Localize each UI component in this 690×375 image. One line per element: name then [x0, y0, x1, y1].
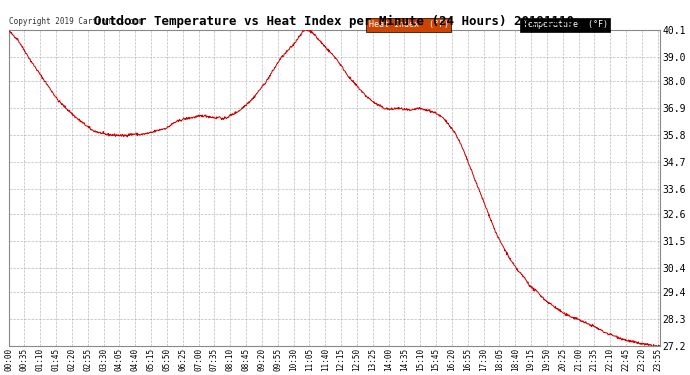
- Title: Outdoor Temperature vs Heat Index per Minute (24 Hours) 20191110: Outdoor Temperature vs Heat Index per Mi…: [94, 15, 574, 28]
- Text: Heat Index  (°F): Heat Index (°F): [369, 20, 449, 29]
- Text: Copyright 2019 Cartronics.com: Copyright 2019 Cartronics.com: [9, 18, 143, 27]
- Text: Temperature  (°F): Temperature (°F): [523, 20, 608, 29]
